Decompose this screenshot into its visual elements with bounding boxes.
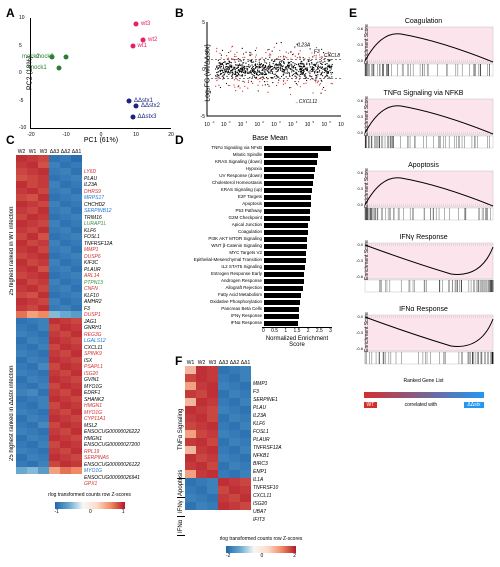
svg-text:0.0: 0.0 xyxy=(357,314,363,319)
colorbar-f xyxy=(226,546,296,553)
panel-f-label: F xyxy=(175,354,182,368)
pca-plot: PC2 (18%) PC1 (61%) -10-50510-20-1001020… xyxy=(30,18,171,129)
colorbar-c-title: rlog transformed counts row Z-scores xyxy=(8,492,171,498)
svg-text:1: 1 xyxy=(246,120,248,124)
svg-text:6: 6 xyxy=(329,120,331,124)
svg-text:4: 4 xyxy=(296,120,298,124)
pca-point xyxy=(134,104,139,109)
svg-text:10: 10 xyxy=(321,122,327,128)
colorbar-f-labels: -202 xyxy=(226,553,296,559)
svg-text:0.0: 0.0 xyxy=(357,202,363,207)
svg-text:10: 10 xyxy=(238,122,244,128)
panel-b-label: B xyxy=(175,6,184,20)
heatmap-c: 25 highest ranked in WT infection25 high… xyxy=(8,145,171,492)
pca-point xyxy=(141,38,146,43)
svg-text:CXCL11: CXCL11 xyxy=(299,99,318,105)
pca-point-label: wt2 xyxy=(148,37,157,43)
pca-point-label: ΔΔstx3 xyxy=(138,114,157,120)
svg-text:10: 10 xyxy=(338,122,344,128)
pca-point-label: ΔΔstx2 xyxy=(141,103,160,109)
svg-text:10: 10 xyxy=(254,122,260,128)
panel-b: B 10-1100101102103104105106107-505IL23AF… xyxy=(177,8,345,129)
svg-text:-0.3: -0.3 xyxy=(356,330,364,335)
svg-text:5: 5 xyxy=(313,120,315,124)
pca-point-label: wt1 xyxy=(138,43,147,49)
svg-text:0.0: 0.0 xyxy=(357,130,363,135)
svg-text:0.3: 0.3 xyxy=(357,42,363,47)
panel-c: C 25 highest ranked in WT infection25 hi… xyxy=(8,135,171,559)
svg-text:0.0: 0.0 xyxy=(357,58,363,63)
svg-text:-0.6: -0.6 xyxy=(356,346,364,351)
svg-text:-5: -5 xyxy=(201,114,206,120)
ma-ylabel: Log₂FC (wt/ΔΔstx) xyxy=(204,44,211,102)
pca-point-label: wt3 xyxy=(141,21,150,27)
svg-text:-1: -1 xyxy=(212,120,215,124)
svg-text:CXCL8: CXCL8 xyxy=(324,53,340,59)
panel-d-f: D TNFα Signaling via NFκBMitotic Spindle… xyxy=(177,135,345,559)
pca-point xyxy=(130,43,135,48)
bar-chart: TNFα Signaling via NFκBMitotic SpindleKR… xyxy=(177,145,345,348)
panel-a: A PC2 (18%) PC1 (61%) -10-50510-20-10010… xyxy=(8,8,171,129)
pca-point-label: mock1 xyxy=(29,65,47,71)
svg-text:-0.3: -0.3 xyxy=(356,258,364,263)
svg-text:3: 3 xyxy=(279,120,281,124)
ma-plot: 10-1100101102103104105106107-505IL23AF3C… xyxy=(195,18,345,128)
svg-text:F3: F3 xyxy=(314,49,320,55)
gsea-column: CoagulationEnrichment Score0.60.30.0TNFα… xyxy=(351,18,496,408)
pca-point xyxy=(57,65,62,70)
svg-text:0.3: 0.3 xyxy=(357,114,363,119)
svg-text:-0.6: -0.6 xyxy=(356,274,364,279)
ma-svg: 10-1100101102103104105106107-505IL23AF3C… xyxy=(195,18,345,128)
svg-text:0: 0 xyxy=(229,120,231,124)
svg-text:IL23A: IL23A xyxy=(297,42,311,48)
pca-point xyxy=(64,54,69,59)
svg-text:10: 10 xyxy=(271,122,277,128)
svg-text:10: 10 xyxy=(204,122,210,128)
svg-text:10: 10 xyxy=(288,122,294,128)
svg-text:0.6: 0.6 xyxy=(357,170,363,175)
panel-e: E CoagulationEnrichment Score0.60.30.0TN… xyxy=(351,8,496,559)
pca-point xyxy=(134,21,139,26)
panel-c-label: C xyxy=(6,133,15,147)
panel-d-label: D xyxy=(175,133,184,147)
svg-text:5: 5 xyxy=(202,20,205,26)
heatmap-f: TNFα SignalingApoptosisIFNγIFNαW1W2W3ΔΔ3… xyxy=(177,356,345,536)
pca-ylabel: PC2 (18%) xyxy=(27,56,34,90)
colorbar-c xyxy=(55,502,125,509)
svg-text:0.0: 0.0 xyxy=(357,242,363,247)
panel-a-label: A xyxy=(6,6,15,20)
pca-point xyxy=(130,115,135,120)
svg-text:10: 10 xyxy=(305,122,311,128)
svg-text:0.6: 0.6 xyxy=(357,98,363,103)
figure-grid: A PC2 (18%) PC1 (61%) -10-50510-20-10010… xyxy=(8,8,492,559)
svg-text:0.3: 0.3 xyxy=(357,186,363,191)
svg-text:0.6: 0.6 xyxy=(357,26,363,31)
pca-point-label: mock3 xyxy=(36,54,54,60)
colorbar-c-labels: -101 xyxy=(55,509,125,515)
colorbar-f-title: rlog transformed counts row Z-scores xyxy=(177,536,345,542)
svg-text:10: 10 xyxy=(221,122,227,128)
svg-text:2: 2 xyxy=(262,120,264,124)
pca-point xyxy=(127,98,132,103)
